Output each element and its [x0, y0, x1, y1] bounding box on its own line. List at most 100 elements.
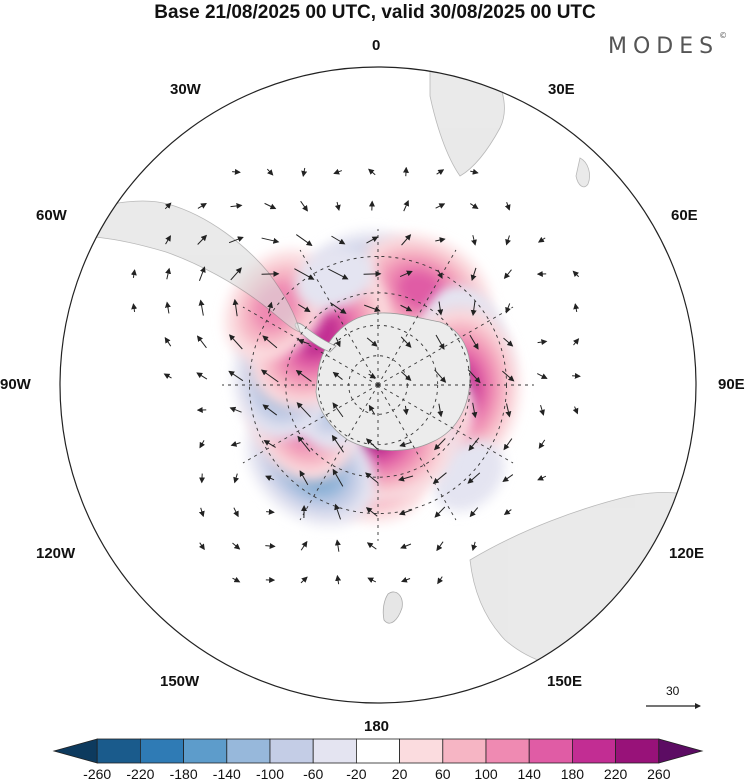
meridian-line: [377, 384, 514, 464]
madagascar: [575, 157, 590, 188]
wind-arrow: [572, 372, 581, 379]
wind-arrow: [505, 235, 511, 246]
wind-arrow: [266, 508, 275, 515]
wind-arrow: [573, 338, 580, 346]
wind-arrow: [230, 441, 241, 447]
colorbar-tick-label: -180: [169, 766, 198, 782]
wind-arrow: [264, 202, 277, 210]
wind-arrow: [300, 200, 308, 212]
wind-arrow: [505, 303, 511, 314]
wind-arrow: [437, 576, 444, 585]
colorbar-tick-label: 20: [391, 766, 408, 782]
wind-vectors: [130, 166, 581, 585]
colorbar-swatch: [442, 738, 487, 764]
wind-arrow: [332, 468, 344, 487]
wind-arrow: [165, 235, 171, 245]
lon-label-60e: 60E: [671, 207, 698, 224]
wind-arrow: [368, 404, 376, 415]
wind-arrow: [434, 369, 447, 383]
meridian-line: [377, 384, 457, 521]
colorbar-tick-label: -100: [255, 766, 285, 782]
colorbar: [52, 738, 704, 764]
wind-arrow: [537, 474, 547, 481]
colorbar-swatch: [52, 738, 98, 764]
wind-arrow: [198, 542, 205, 551]
wind-arrow: [228, 370, 244, 382]
colorbar-tick-label: 260: [647, 766, 671, 782]
colorbar-swatch: [615, 738, 660, 764]
wind-arrow: [296, 402, 312, 418]
wind-arrow: [197, 203, 207, 209]
wind-arrow: [505, 403, 512, 418]
wind-arrow: [232, 576, 241, 583]
wind-arrow: [539, 404, 545, 416]
wind-arrow: [230, 267, 242, 281]
wind-arrow: [165, 267, 172, 280]
wind-arrow: [437, 403, 444, 418]
map-border: [59, 66, 697, 704]
meridian-line: [299, 249, 379, 386]
wind-arrow: [197, 234, 208, 245]
wind-arrow: [470, 300, 477, 317]
wind-arrow: [504, 202, 511, 211]
wind-arrow: [400, 304, 413, 312]
wind-arrow: [198, 266, 206, 281]
wind-arrow: [471, 541, 478, 552]
colorbar-tick-label: -220: [126, 766, 155, 782]
wind-arrow: [436, 169, 445, 176]
wind-arrow: [300, 576, 308, 584]
wind-arrow: [503, 438, 513, 451]
colorbar-tick-label: -140: [212, 766, 241, 782]
wind-arrow: [503, 509, 512, 516]
lon-label-30w: 30W: [170, 81, 201, 98]
wind-arrow: [434, 438, 446, 451]
meridian-line: [242, 306, 379, 386]
colorbar-swatch: [226, 738, 271, 764]
wind-arrow: [294, 268, 315, 280]
wind-arrow: [366, 236, 379, 244]
wind-arrow: [502, 474, 514, 483]
wind-arrow: [301, 167, 308, 177]
meridian-line: [377, 249, 457, 386]
wind-arrow: [503, 269, 512, 280]
colorbar-swatch: [269, 738, 314, 764]
wind-arrow: [471, 235, 477, 246]
wind-arrow: [471, 402, 478, 419]
lon-label-90e: 90E: [718, 376, 745, 393]
wind-arrow: [399, 441, 412, 448]
wind-arrow: [470, 267, 477, 282]
wind-arrow: [399, 270, 413, 278]
wind-arrow: [334, 539, 341, 552]
colorbar-swatch: [355, 738, 400, 764]
wind-arrow: [297, 338, 310, 345]
wind-arrow: [469, 507, 479, 518]
colorbar-tick-label: 60: [435, 766, 451, 782]
wind-arrow: [364, 304, 381, 312]
wind-arrow: [331, 235, 346, 245]
wind-arrow: [365, 507, 378, 517]
lon-label-30e: 30E: [548, 81, 575, 98]
new-zealand: [382, 591, 403, 624]
colorbar-swatch: [658, 738, 704, 764]
wind-arrow: [260, 369, 279, 383]
colorbar-swatch: [572, 738, 617, 764]
wind-arrow: [331, 434, 344, 453]
lon-label-60w: 60W: [36, 207, 67, 224]
wind-arrow: [400, 371, 412, 381]
meridian-line: [242, 384, 379, 464]
wind-arrow: [196, 372, 208, 380]
colorbar-tick-label: 220: [603, 766, 628, 782]
lon-label-0: 0: [372, 37, 381, 54]
wind-arrow: [334, 201, 341, 211]
wind-arrow: [297, 435, 311, 452]
wind-arrow: [295, 369, 312, 382]
meridian-line: [377, 306, 514, 386]
lon-label-150e: 150E: [547, 673, 583, 690]
lon-label-120w: 120W: [36, 545, 76, 562]
wind-arrow: [333, 168, 343, 175]
wind-arrow: [467, 369, 481, 384]
wind-arrow: [297, 303, 311, 313]
wind-arrow: [332, 371, 343, 380]
colorbar-swatch: [139, 738, 184, 764]
wind-arrow: [437, 301, 444, 316]
